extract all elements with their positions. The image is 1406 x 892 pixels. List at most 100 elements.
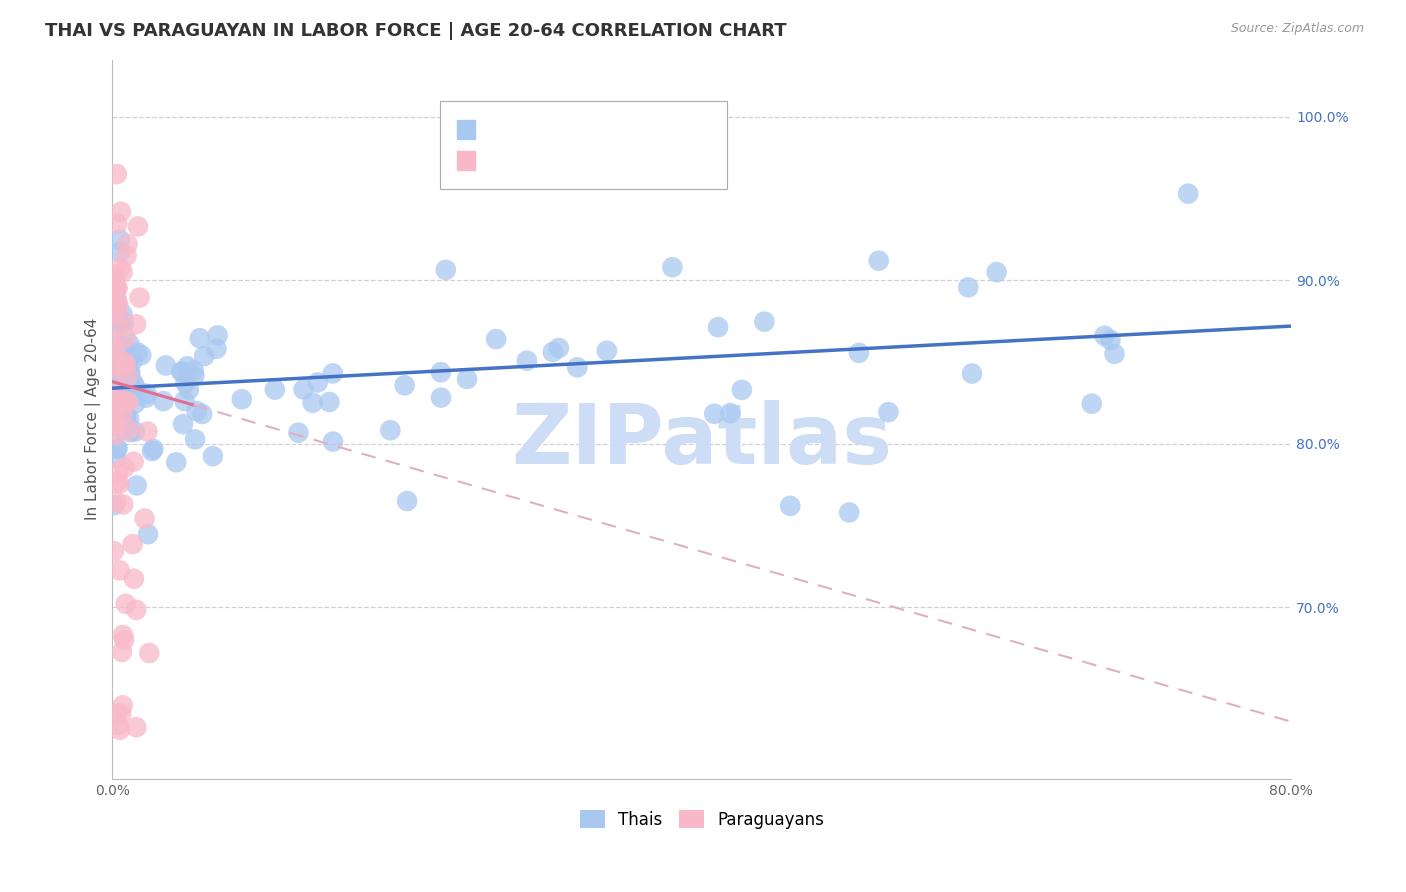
- Point: [141, 444, 163, 458]
- Text: R =: R =: [482, 120, 519, 138]
- Point: [301, 396, 323, 410]
- Point: [292, 383, 315, 397]
- Point: [104, 323, 127, 337]
- Point: [125, 478, 148, 492]
- Point: [114, 597, 136, 611]
- Point: [111, 408, 134, 422]
- Point: [115, 353, 138, 368]
- Point: [986, 265, 1008, 279]
- Point: [103, 544, 125, 558]
- Point: [105, 167, 128, 181]
- Point: [138, 646, 160, 660]
- Point: [104, 416, 127, 430]
- Point: [103, 285, 125, 299]
- Point: [107, 298, 129, 312]
- Point: [104, 383, 127, 397]
- Point: [107, 359, 129, 373]
- Point: [117, 237, 139, 252]
- Point: [396, 494, 419, 508]
- Point: [107, 718, 129, 732]
- Point: [108, 232, 131, 246]
- Point: [107, 401, 129, 415]
- Point: [877, 405, 900, 419]
- Point: [541, 345, 564, 359]
- Point: [287, 425, 309, 440]
- Point: [322, 367, 344, 381]
- Point: [176, 359, 198, 374]
- Point: [456, 372, 478, 386]
- Point: [430, 365, 453, 379]
- Point: [108, 376, 131, 390]
- Point: [155, 359, 177, 373]
- Point: [134, 511, 156, 525]
- Point: [124, 396, 146, 410]
- Point: [186, 404, 208, 418]
- Point: [103, 302, 125, 317]
- Point: [108, 261, 131, 276]
- Point: [177, 383, 200, 397]
- Point: [108, 310, 131, 324]
- Point: [103, 413, 125, 427]
- Point: [110, 397, 132, 411]
- Point: [174, 376, 197, 390]
- Point: [118, 374, 141, 388]
- Point: [191, 407, 214, 421]
- Point: [104, 428, 127, 442]
- Point: [104, 420, 127, 434]
- Point: [118, 411, 141, 425]
- Text: N =: N =: [595, 120, 631, 138]
- Point: [103, 339, 125, 353]
- Text: 67: 67: [637, 152, 659, 169]
- Point: [754, 315, 776, 329]
- Point: [117, 395, 139, 409]
- Point: [115, 411, 138, 425]
- Point: [118, 386, 141, 401]
- Point: [111, 381, 134, 395]
- Point: [110, 245, 132, 260]
- Point: [231, 392, 253, 407]
- Point: [188, 331, 211, 345]
- Point: [957, 280, 980, 294]
- Point: [104, 268, 127, 282]
- Point: [516, 353, 538, 368]
- Point: [1099, 333, 1122, 347]
- Point: [136, 425, 159, 439]
- Point: [105, 706, 128, 721]
- Point: [1104, 347, 1126, 361]
- Point: [121, 353, 143, 368]
- Point: [104, 406, 127, 420]
- Point: [567, 360, 589, 375]
- Point: [128, 291, 150, 305]
- Point: [111, 265, 134, 279]
- Point: [108, 372, 131, 386]
- Point: [112, 316, 135, 330]
- Point: [103, 498, 125, 512]
- Point: [114, 358, 136, 372]
- Point: [110, 706, 132, 721]
- Point: [108, 361, 131, 376]
- Point: [107, 362, 129, 376]
- Point: [307, 376, 329, 390]
- Point: [263, 383, 285, 397]
- Point: [1080, 397, 1102, 411]
- Point: [201, 449, 224, 463]
- Point: [120, 366, 142, 380]
- Point: [114, 395, 136, 409]
- Point: [125, 720, 148, 734]
- Point: [105, 281, 128, 295]
- Point: [111, 307, 134, 321]
- Point: [1177, 186, 1199, 201]
- Point: [172, 365, 194, 379]
- Point: [107, 395, 129, 409]
- Point: [1354, 339, 1376, 353]
- Point: [703, 407, 725, 421]
- Point: [107, 465, 129, 479]
- Point: [112, 461, 135, 475]
- Point: [779, 499, 801, 513]
- Point: [485, 332, 508, 346]
- Point: [661, 260, 683, 275]
- Point: [142, 442, 165, 456]
- Point: [960, 367, 983, 381]
- Point: [104, 277, 127, 292]
- Point: [105, 292, 128, 306]
